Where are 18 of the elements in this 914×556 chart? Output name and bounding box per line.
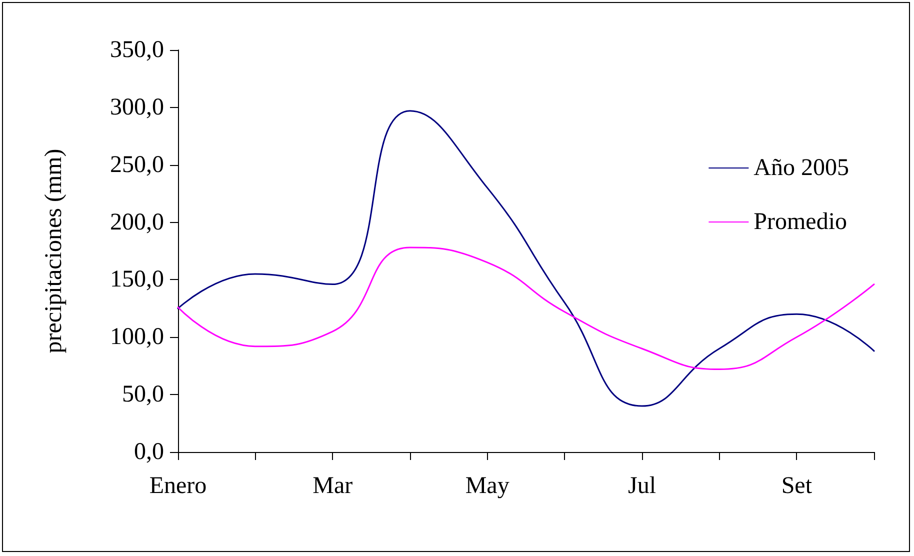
y-tick-label: 350,0 [110, 37, 164, 63]
legend-label: Promedio [754, 209, 847, 235]
x-tick-label: Enero [149, 473, 207, 499]
line-series [177, 246, 875, 370]
y-tick-label: 200,0 [110, 209, 164, 236]
y-tick-label: 100,0 [110, 324, 164, 350]
x-tick-label: Jul [628, 473, 656, 499]
x-tick-label: Set [781, 473, 812, 499]
y-tick-label: 0,0 [134, 439, 164, 465]
x-tick-label: May [465, 473, 510, 499]
y-axis-title: precipitaciones (mm) [41, 148, 67, 354]
x-tick-label: Mar [312, 473, 353, 499]
line-series [177, 110, 875, 407]
y-tick-label: 150,0 [110, 266, 164, 293]
y-tick-label: 50,0 [122, 382, 164, 408]
y-tick-label: 300,0 [110, 94, 164, 120]
legend-label: Año 2005 [754, 155, 850, 181]
y-tick-label: 250,0 [110, 152, 164, 178]
